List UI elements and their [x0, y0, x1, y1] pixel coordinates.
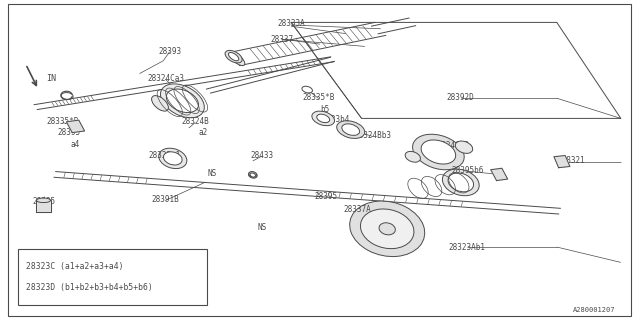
Polygon shape — [491, 168, 508, 180]
Text: 28391B: 28391B — [151, 196, 179, 204]
Ellipse shape — [302, 86, 312, 93]
Text: 28337A: 28337A — [343, 205, 371, 214]
Text: a2: a2 — [199, 128, 208, 137]
Ellipse shape — [349, 201, 425, 257]
Ellipse shape — [225, 50, 242, 63]
Ellipse shape — [379, 223, 396, 235]
Ellipse shape — [337, 121, 365, 139]
Text: a4: a4 — [71, 140, 80, 149]
Ellipse shape — [442, 169, 479, 196]
Polygon shape — [67, 120, 84, 132]
Text: 28324Bb3: 28324Bb3 — [355, 132, 392, 140]
Ellipse shape — [421, 140, 456, 164]
Text: NS: NS — [258, 223, 267, 232]
Text: 28323C (a1+a2+a3+a4): 28323C (a1+a2+a3+a4) — [26, 262, 123, 271]
Text: 28433: 28433 — [251, 151, 274, 160]
Ellipse shape — [166, 89, 198, 113]
Text: 28323D (b1+b2+b3+b4+b5+b6): 28323D (b1+b2+b3+b4+b5+b6) — [26, 283, 152, 292]
Text: 28337: 28337 — [270, 36, 293, 44]
Ellipse shape — [228, 52, 239, 61]
Text: 28333A: 28333A — [277, 20, 305, 28]
Text: 28324B: 28324B — [181, 117, 209, 126]
Ellipse shape — [413, 134, 464, 170]
Text: 28323a1: 28323a1 — [149, 151, 181, 160]
Text: NS: NS — [208, 169, 217, 178]
Text: -28321: -28321 — [557, 156, 586, 165]
Text: 28395: 28395 — [315, 192, 338, 201]
Ellipse shape — [248, 172, 257, 178]
Ellipse shape — [455, 141, 473, 153]
Ellipse shape — [342, 124, 360, 135]
Text: 28324Cb2: 28324Cb2 — [433, 141, 470, 150]
Ellipse shape — [36, 198, 51, 203]
Ellipse shape — [152, 96, 168, 111]
Ellipse shape — [61, 92, 73, 100]
Text: 28335*B: 28335*B — [303, 93, 335, 102]
Ellipse shape — [163, 152, 182, 165]
Polygon shape — [554, 156, 570, 168]
Ellipse shape — [249, 172, 257, 177]
Ellipse shape — [161, 84, 204, 118]
Text: b5: b5 — [321, 105, 330, 114]
Text: 28324Ca3: 28324Ca3 — [148, 74, 185, 83]
Ellipse shape — [448, 173, 474, 192]
Text: IN: IN — [46, 74, 56, 83]
Text: 28323Ab1: 28323Ab1 — [449, 243, 486, 252]
Ellipse shape — [159, 148, 187, 169]
Ellipse shape — [317, 114, 330, 123]
Text: 28393: 28393 — [158, 47, 181, 56]
Text: 28333b4: 28333b4 — [318, 116, 350, 124]
Polygon shape — [36, 200, 51, 212]
Ellipse shape — [405, 151, 420, 162]
Text: 28335*B: 28335*B — [47, 117, 79, 126]
Text: 28395b6: 28395b6 — [451, 166, 483, 175]
Ellipse shape — [250, 173, 255, 177]
Text: 28395: 28395 — [58, 128, 81, 137]
Ellipse shape — [360, 209, 414, 249]
Ellipse shape — [229, 52, 244, 66]
Ellipse shape — [312, 111, 335, 126]
Bar — [18, 249, 207, 305]
Text: 28392D: 28392D — [447, 93, 475, 102]
Text: A280001207: A280001207 — [573, 307, 616, 313]
Text: 28395: 28395 — [32, 197, 55, 206]
